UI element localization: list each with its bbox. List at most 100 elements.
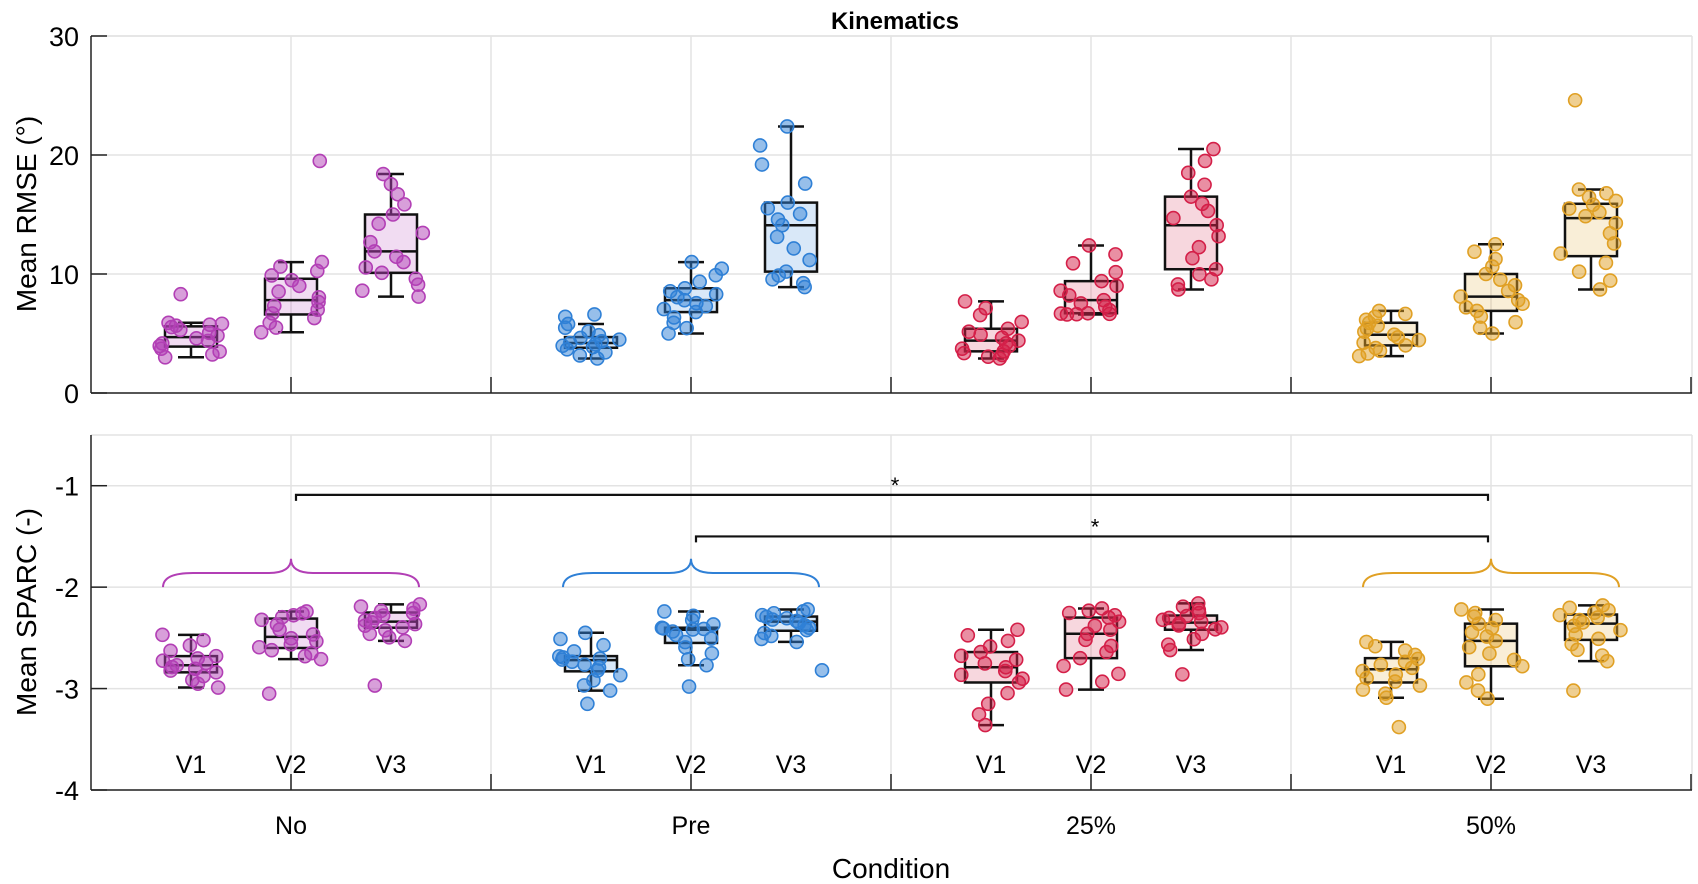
data-point xyxy=(271,284,286,299)
data-point xyxy=(415,225,431,241)
data-point xyxy=(169,657,185,673)
data-point xyxy=(299,604,314,619)
data-point xyxy=(397,197,412,212)
boxplot-50pct-v1 xyxy=(1351,303,1427,364)
data-point xyxy=(795,275,811,291)
data-point xyxy=(1488,236,1503,252)
data-point xyxy=(789,634,804,650)
data-point xyxy=(196,632,211,648)
data-point xyxy=(1459,675,1474,690)
data-point xyxy=(1197,177,1212,193)
data-point xyxy=(314,254,330,270)
significance-bar xyxy=(694,535,1490,543)
data-point xyxy=(1411,332,1427,348)
data-point xyxy=(383,176,399,192)
data-point xyxy=(684,254,699,270)
data-point xyxy=(214,316,230,332)
y-tick-label: 30 xyxy=(49,22,79,52)
data-point xyxy=(706,617,721,632)
sparc-axes: -4 -3 -2 -1 V1 V2 V3 V1 V2 V3 V1 V2 V3 V1 V2 V3 xyxy=(55,435,1692,806)
data-point xyxy=(686,608,701,624)
data-point xyxy=(1010,622,1025,638)
data-point xyxy=(212,344,227,359)
data-point xyxy=(1180,165,1196,181)
data-point xyxy=(210,680,226,695)
data-point xyxy=(770,212,786,227)
data-point xyxy=(1094,273,1109,289)
data-point xyxy=(1014,314,1029,330)
boxplot-25pct-v1 xyxy=(953,622,1030,733)
data-point xyxy=(261,686,277,701)
data-point xyxy=(1175,667,1190,682)
boxplot-no-v3 xyxy=(353,597,428,693)
brace-50pct xyxy=(1362,558,1620,588)
data-point xyxy=(390,186,405,202)
subcategory-label: V2 xyxy=(676,751,707,779)
data-point xyxy=(961,324,977,340)
data-point xyxy=(1194,626,1210,642)
data-point xyxy=(557,309,573,325)
data-point xyxy=(253,325,269,340)
data-point xyxy=(1081,603,1097,619)
data-point xyxy=(273,259,288,274)
data-point xyxy=(681,679,697,694)
data-point xyxy=(982,639,998,654)
data-point xyxy=(756,625,772,641)
data-point xyxy=(577,657,592,672)
rmse-plot-area xyxy=(152,92,1624,366)
data-point xyxy=(311,290,327,305)
data-point xyxy=(1566,683,1581,698)
data-point xyxy=(1602,273,1618,288)
subcategory-label: V3 xyxy=(776,751,807,779)
data-point xyxy=(602,683,618,698)
data-point xyxy=(596,637,611,653)
data-point xyxy=(592,651,608,666)
data-point xyxy=(692,274,707,290)
data-point xyxy=(1608,215,1624,231)
boxplot-25pct-v2 xyxy=(1056,601,1127,697)
data-point xyxy=(1398,306,1413,322)
data-point xyxy=(754,607,770,623)
data-point xyxy=(1160,637,1176,652)
data-point xyxy=(814,663,830,678)
data-point xyxy=(264,268,279,283)
condition-label: Pre xyxy=(672,812,711,840)
data-point xyxy=(1613,622,1628,638)
data-point xyxy=(254,612,269,628)
data-point xyxy=(283,631,299,646)
data-point xyxy=(358,260,374,275)
data-point xyxy=(1209,217,1224,233)
boxplot-no-v1 xyxy=(155,627,226,695)
boxplot-no-v3 xyxy=(354,166,431,304)
data-point xyxy=(797,176,813,191)
condition-label: No xyxy=(275,812,307,840)
boxplot-25pct-v3 xyxy=(1155,596,1229,682)
data-point xyxy=(666,310,682,325)
data-point xyxy=(1065,255,1081,271)
data-point xyxy=(578,625,593,641)
data-point xyxy=(1598,255,1614,271)
data-point xyxy=(1073,296,1089,311)
data-point xyxy=(173,286,189,302)
boxplot-25pct-v2 xyxy=(1053,238,1124,322)
subcategory-label: V3 xyxy=(1576,751,1607,779)
data-point xyxy=(1412,678,1428,693)
data-point xyxy=(960,628,976,643)
data-point xyxy=(1493,272,1508,287)
data-point xyxy=(1000,321,1016,337)
condition-label: 50% xyxy=(1466,812,1516,840)
data-point xyxy=(1206,141,1221,157)
data-point xyxy=(1175,599,1191,614)
data-point xyxy=(657,604,672,619)
data-point xyxy=(1061,605,1077,621)
data-point xyxy=(654,620,670,636)
data-point xyxy=(1453,289,1468,304)
data-point xyxy=(1562,600,1577,616)
data-point xyxy=(581,324,596,339)
data-point xyxy=(1108,264,1124,280)
data-point xyxy=(977,717,993,733)
data-point xyxy=(161,315,176,331)
boxplot-pre-v3 xyxy=(754,602,830,678)
data-point xyxy=(1467,605,1483,621)
data-point xyxy=(1108,247,1123,262)
